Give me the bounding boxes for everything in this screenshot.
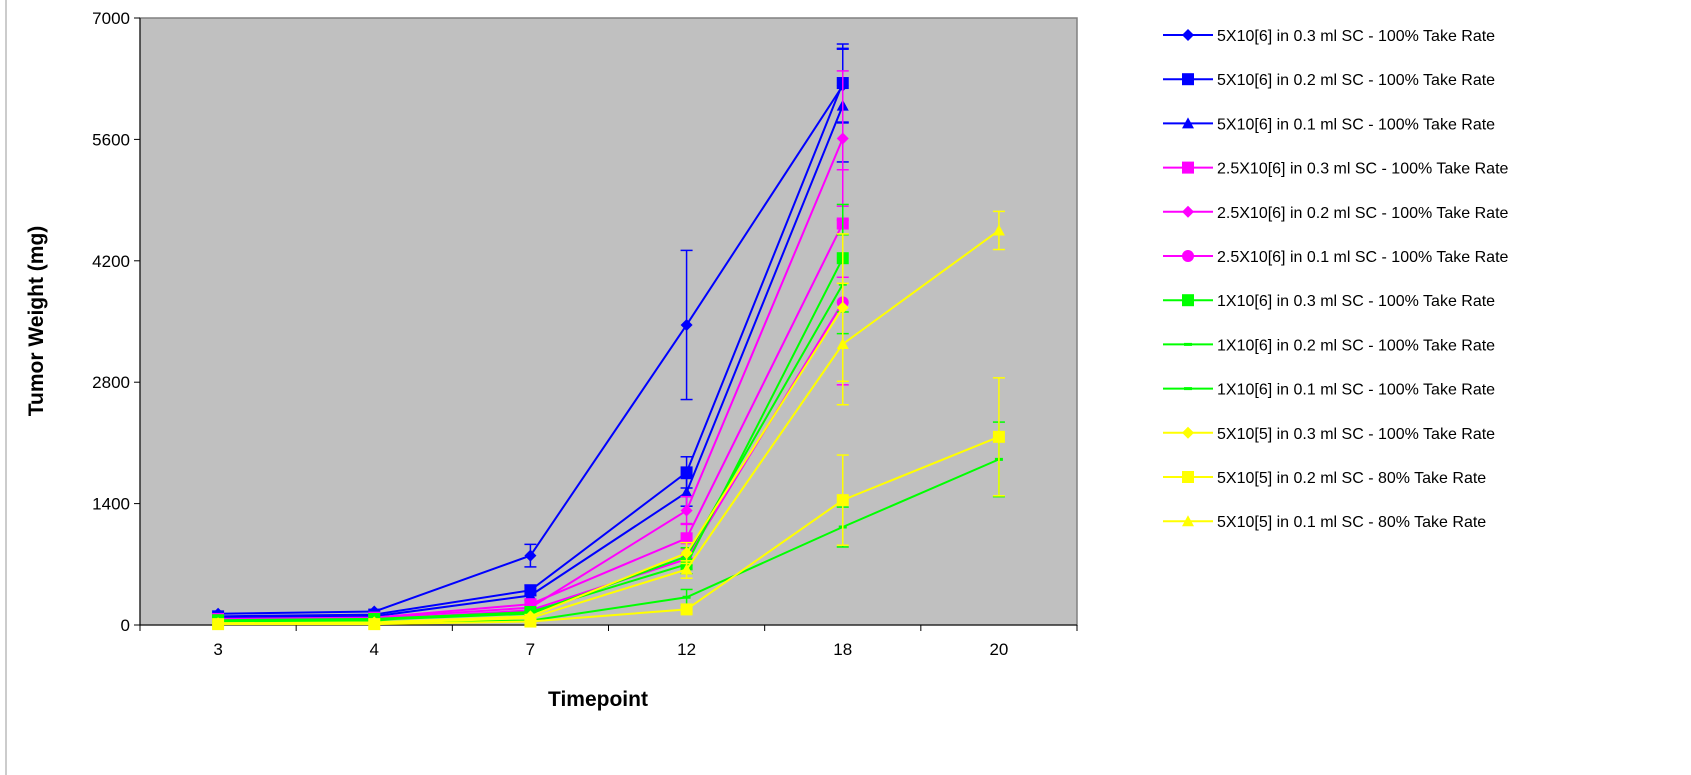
legend-label: 2.5X10[6] in 0.3 ml SC - 100% Take Rate [1217, 161, 1509, 178]
legend-swatch-marker [1182, 161, 1194, 174]
x-tick-label: 12 [677, 640, 696, 659]
data-point [524, 549, 537, 562]
legend-swatch-marker [1182, 205, 1194, 218]
data-point [836, 132, 849, 145]
legend-swatch-marker [1184, 342, 1192, 346]
legend-item: 5X10[5] in 0.2 ml SC - 80% Take Rate [1163, 470, 1486, 487]
data-point [836, 338, 849, 350]
legend-label: 5X10[6] in 0.3 ml SC - 100% Take Rate [1217, 28, 1495, 45]
data-point [212, 617, 225, 629]
data-point [836, 494, 849, 507]
legend-label: 5X10[5] in 0.3 ml SC - 100% Take Rate [1217, 426, 1495, 443]
data-point [680, 504, 693, 517]
data-point [992, 430, 1005, 443]
legend-item: 1X10[6] in 0.2 ml SC - 100% Take Rate [1163, 337, 1495, 354]
data-point [680, 466, 693, 479]
series-layer [212, 43, 1005, 631]
legend-swatch-marker [1182, 515, 1194, 527]
data-point [680, 563, 693, 575]
legend-swatch-marker [1184, 387, 1192, 391]
y-tick-label: 4200 [92, 252, 130, 271]
x-tick-label: 3 [213, 640, 222, 659]
data-point [680, 603, 693, 616]
legend-item: 5X10[6] in 0.1 ml SC - 100% Take Rate [1163, 116, 1495, 133]
data-point [680, 318, 693, 331]
data-point [524, 589, 537, 601]
x-axis-title: Timepoint [548, 688, 648, 711]
plot-area [139, 17, 1078, 626]
y-tick-label: 2800 [92, 373, 130, 392]
data-point [680, 547, 693, 560]
data-point [524, 612, 537, 624]
x-tick-label: 7 [526, 640, 535, 659]
legend-label: 2.5X10[6] in 0.2 ml SC - 100% Take Rate [1217, 205, 1509, 222]
legend: 5X10[6] in 0.3 ml SC - 100% Take Rate 5X1… [1163, 28, 1509, 531]
legend-label: 2.5X10[6] in 0.1 ml SC - 100% Take Rate [1217, 249, 1509, 266]
legend-item: 5X10[6] in 0.2 ml SC - 100% Take Rate [1163, 72, 1495, 89]
legend-label: 5X10[6] in 0.2 ml SC - 100% Take Rate [1217, 72, 1495, 89]
x-tick-label: 4 [370, 640, 379, 659]
legend-label: 5X10[5] in 0.2 ml SC - 80% Take Rate [1217, 470, 1486, 487]
legend-item: 5X10[5] in 0.3 ml SC - 100% Take Rate [1163, 426, 1495, 443]
legend-swatch-marker [1182, 426, 1194, 439]
legend-swatch-marker [1182, 294, 1194, 307]
y-tick-label: 5600 [92, 130, 130, 149]
legend-item: 1X10[6] in 0.1 ml SC - 100% Take Rate [1163, 382, 1495, 399]
legend-label: 1X10[6] in 0.3 ml SC - 100% Take Rate [1217, 293, 1495, 310]
legend-swatch-marker [1182, 73, 1194, 86]
x-tick-label: 18 [833, 640, 852, 659]
legend-swatch-marker [1182, 250, 1194, 262]
legend-label: 5X10[5] in 0.1 ml SC - 80% Take Rate [1217, 514, 1486, 531]
data-point [368, 617, 381, 629]
data-point [680, 486, 693, 498]
legend-swatch-marker [1182, 117, 1194, 129]
data-point [682, 595, 691, 599]
x-tick-label: 20 [989, 640, 1008, 659]
legend-item: 5X10[5] in 0.1 ml SC - 80% Take Rate [1163, 514, 1486, 531]
y-axis-title: Tumor Weight (mg) [25, 226, 48, 417]
legend-label: 1X10[6] in 0.2 ml SC - 100% Take Rate [1217, 337, 1495, 354]
y-tick-label: 0 [121, 616, 130, 635]
legend-item: 1X10[6] in 0.3 ml SC - 100% Take Rate [1163, 293, 1495, 310]
legend-swatch-marker [1182, 29, 1194, 41]
legend-swatch-marker [1182, 471, 1194, 483]
legend-label: 1X10[6] in 0.1 ml SC - 100% Take Rate [1217, 382, 1495, 399]
y-tick-label: 7000 [92, 9, 130, 28]
legend-item: 2.5X10[6] in 0.1 ml SC - 100% Take Rate [1163, 249, 1509, 266]
y-tick-label: 1400 [92, 495, 130, 514]
legend-label: 5X10[6] in 0.1 ml SC - 100% Take Rate [1217, 116, 1495, 133]
series-12 [212, 210, 1005, 629]
data-point [992, 224, 1005, 236]
data-point [680, 532, 693, 545]
series-line [218, 229, 1000, 625]
legend-item: 2.5X10[6] in 0.3 ml SC - 100% Take Rate [1163, 161, 1509, 178]
legend-item: 2.5X10[6] in 0.2 ml SC - 100% Take Rate [1163, 205, 1509, 222]
legend-item: 5X10[6] in 0.3 ml SC - 100% Take Rate [1163, 28, 1495, 45]
